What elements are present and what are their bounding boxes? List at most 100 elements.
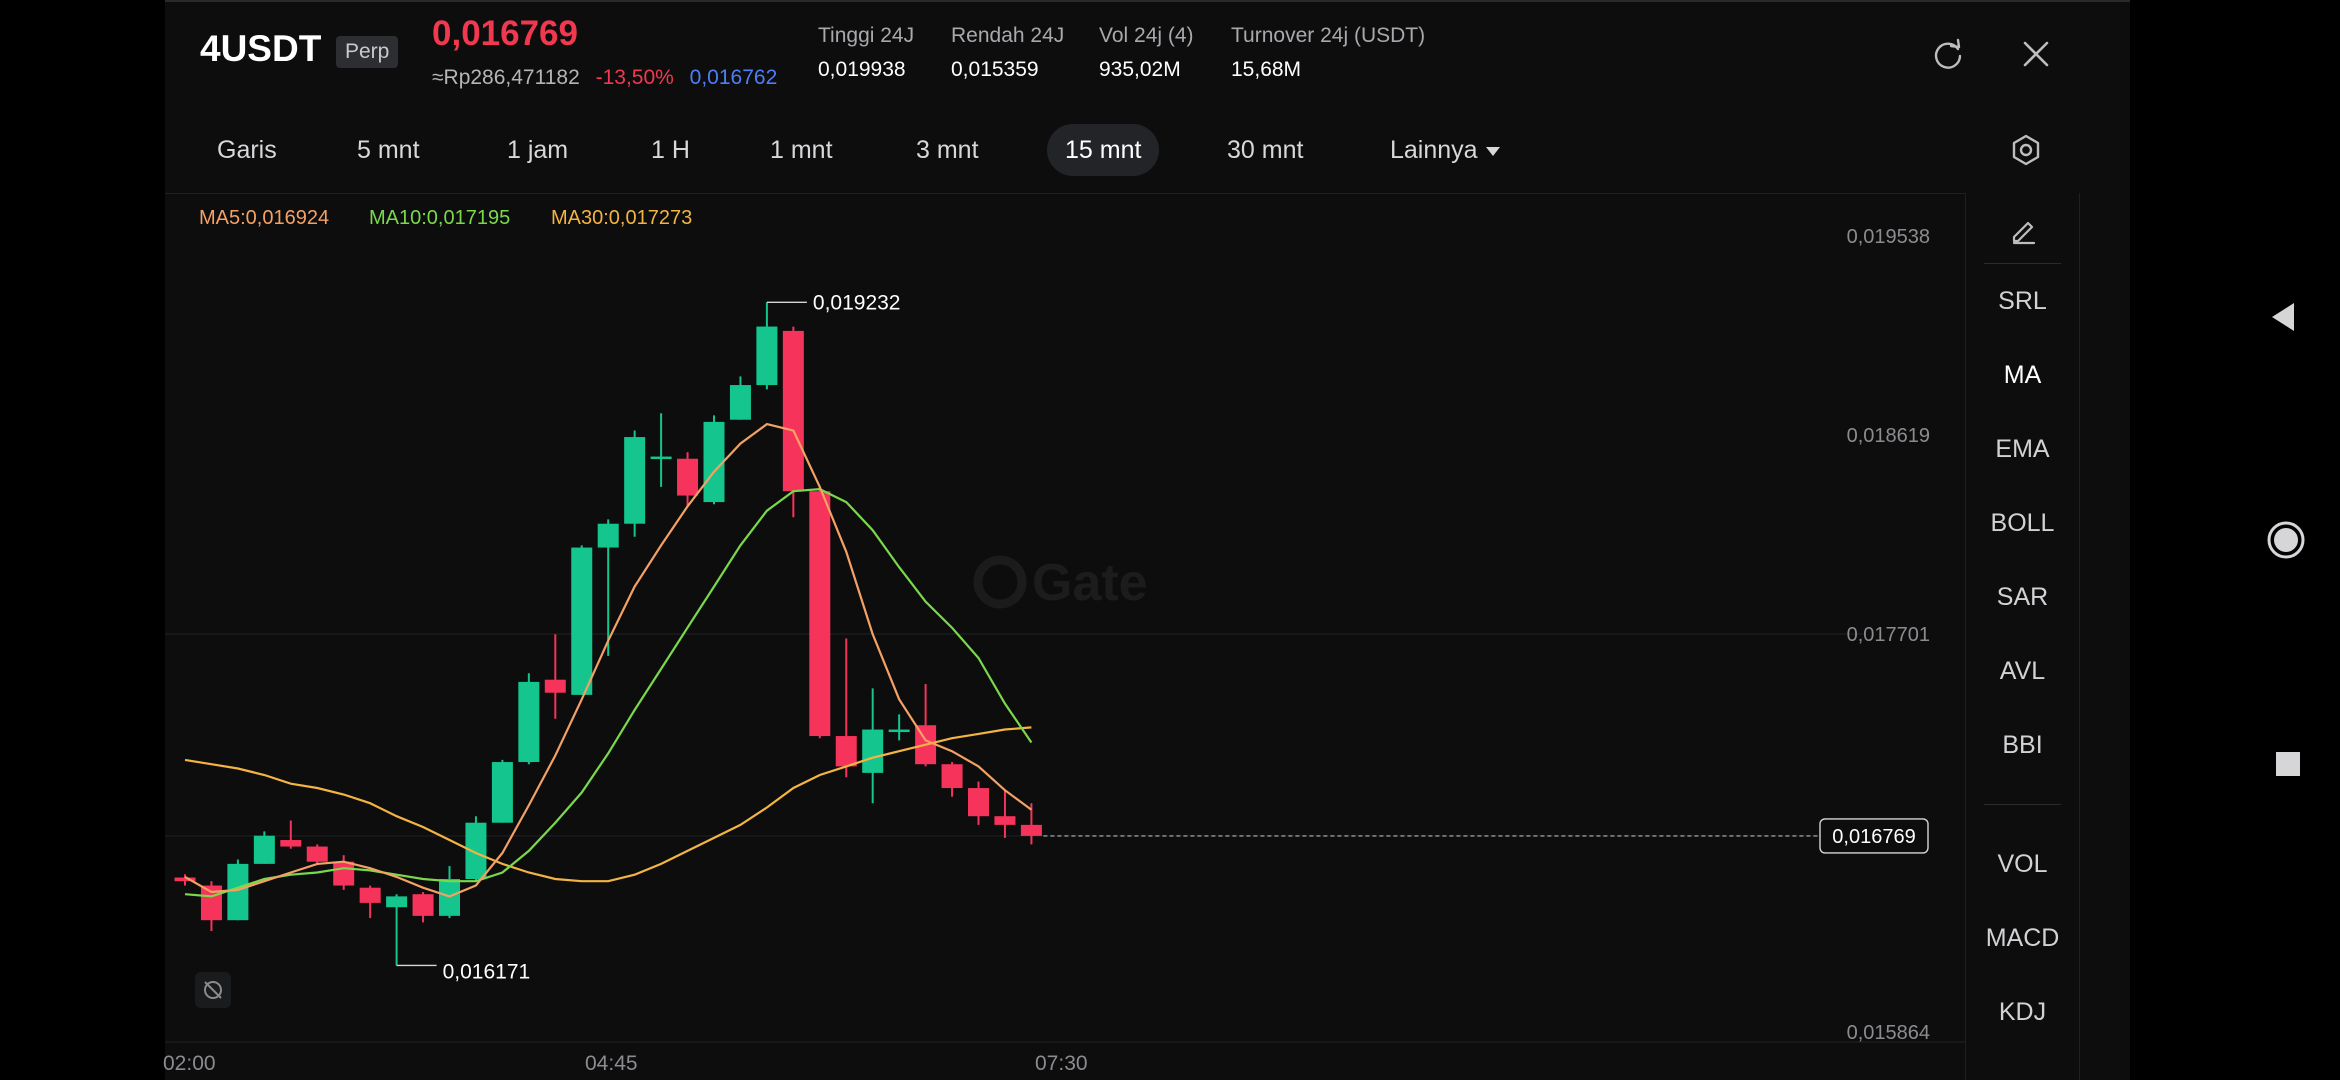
stat-value: 935,02M: [1099, 58, 1181, 81]
reset-view-icon[interactable]: [195, 972, 231, 1008]
tab-1-mnt[interactable]: 1 mnt: [770, 136, 833, 164]
candle-body: [597, 523, 619, 548]
candle-down[interactable]: [994, 790, 1016, 838]
candle-up[interactable]: [439, 866, 460, 919]
y-tick-label: 0,018619: [1847, 425, 1930, 447]
tool-divider: [1984, 263, 2061, 264]
tool-bbi[interactable]: BBI: [2002, 731, 2043, 759]
candle-up[interactable]: [862, 688, 884, 804]
tab-3-mnt[interactable]: 3 mnt: [916, 136, 979, 164]
candle-up[interactable]: [703, 415, 725, 505]
stat-value: 0,015359: [951, 58, 1039, 81]
ma5-legend: MA5:0,016924: [199, 207, 330, 229]
candle-down[interactable]: [782, 326, 804, 518]
tab-1-jam[interactable]: 1 jam: [507, 136, 569, 164]
symbol-title[interactable]: 4USDT: [200, 28, 322, 69]
tool-kdj[interactable]: KDJ: [1998, 998, 2047, 1026]
candle-up[interactable]: [650, 413, 672, 487]
tab-garis[interactable]: Garis: [217, 136, 277, 164]
candle-body: [386, 896, 408, 908]
ma5-line: [184, 422, 1033, 898]
candle-body: [862, 729, 884, 773]
fiat-price: ≈Rp286,471182: [432, 66, 580, 89]
candle-body: [412, 894, 434, 916]
y-tick-label: 0,015864: [1847, 1022, 1930, 1044]
stat-label: Vol 24j (4): [1099, 24, 1194, 47]
candle-down[interactable]: [968, 781, 989, 825]
tab-lainnya[interactable]: Lainnya: [1372, 124, 1518, 176]
candle-up[interactable]: [491, 759, 513, 823]
candle-body: [782, 330, 804, 492]
tool-ema[interactable]: EMA: [1995, 435, 2050, 463]
candle-body: [227, 863, 249, 921]
candle-down[interactable]: [915, 684, 937, 767]
chart-settings-icon[interactable]: [2008, 132, 2044, 168]
draw-tool-icon[interactable]: [1966, 213, 2079, 254]
candle-up[interactable]: [518, 673, 540, 765]
candle-down[interactable]: [835, 638, 857, 778]
ma10-legend: MA10:0,017195: [369, 207, 511, 229]
candle-down[interactable]: [412, 892, 434, 923]
index-price: 0,016762: [689, 66, 778, 89]
candle-down[interactable]: [941, 762, 963, 797]
tab-30-mnt[interactable]: 30 mnt: [1227, 136, 1304, 164]
candle-down[interactable]: [333, 855, 355, 890]
refresh-icon[interactable]: [1930, 36, 1966, 72]
candle-body: [465, 822, 487, 880]
candle-body: [994, 816, 1016, 825]
gate-watermark: Gate: [973, 554, 1148, 612]
stat-label: Tinggi 24J: [818, 24, 915, 47]
back-nav-icon[interactable]: [2268, 300, 2298, 334]
tool-boll[interactable]: BOLL: [1990, 509, 2055, 537]
candle-body: [968, 788, 989, 817]
candle-up[interactable]: [386, 894, 408, 966]
candle-up[interactable]: [253, 831, 275, 864]
candle-body: [941, 764, 963, 789]
stat-label: Turnover 24j (USDT): [1231, 24, 1426, 47]
x-tick-label: 04:45: [585, 1052, 638, 1075]
tab-5-mnt[interactable]: 5 mnt: [357, 136, 420, 164]
candle-down[interactable]: [174, 874, 196, 886]
candle-body: [491, 762, 513, 823]
candle-up[interactable]: [756, 302, 778, 390]
x-tick-label: 02:00: [163, 1052, 216, 1075]
candle-body: [359, 887, 381, 903]
candle-down[interactable]: [280, 820, 302, 849]
current-price-tag[interactable]: [1819, 818, 1929, 854]
candle-body: [518, 681, 540, 763]
tab-15-mnt[interactable]: 15 mnt: [1047, 124, 1160, 176]
candle-down[interactable]: [306, 844, 328, 864]
candle-body: [835, 736, 857, 767]
candle-down[interactable]: [1020, 803, 1042, 845]
candle-body: [1020, 824, 1042, 836]
candle-up[interactable]: [624, 430, 646, 537]
tool-avl[interactable]: AVL: [1999, 657, 2046, 685]
tool-macd[interactable]: MACD: [1985, 924, 2060, 952]
tool-srl[interactable]: SRL: [1998, 287, 2047, 315]
candle-body: [624, 437, 646, 524]
candle-up[interactable]: [729, 376, 751, 420]
app-panel: [165, 0, 2130, 1080]
candle-up[interactable]: [465, 816, 487, 882]
stat-turnover-24h: Turnover 24j (USDT) 15,68M: [1231, 24, 1425, 82]
candle-up[interactable]: [888, 714, 910, 741]
close-icon[interactable]: [2018, 36, 2054, 72]
candle-body: [253, 835, 275, 864]
recents-nav-icon[interactable]: [2274, 750, 2302, 778]
tool-sar[interactable]: SAR: [1996, 583, 2049, 611]
top-border: [165, 0, 2130, 2]
tab-1-h[interactable]: 1 H: [651, 136, 690, 164]
candle-down[interactable]: [544, 634, 566, 719]
tool-ma[interactable]: MA: [2003, 361, 2042, 389]
candle-up[interactable]: [571, 545, 593, 695]
candle-down[interactable]: [359, 885, 381, 919]
tool-vol[interactable]: VOL: [1997, 850, 2048, 878]
candle-down[interactable]: [809, 486, 831, 739]
home-nav-icon[interactable]: [2266, 520, 2306, 560]
ma30-line: [184, 726, 1032, 883]
candle-body: [280, 840, 302, 847]
candle-body: [333, 861, 355, 886]
candle-down[interactable]: [677, 452, 699, 507]
candle-up[interactable]: [597, 519, 619, 656]
